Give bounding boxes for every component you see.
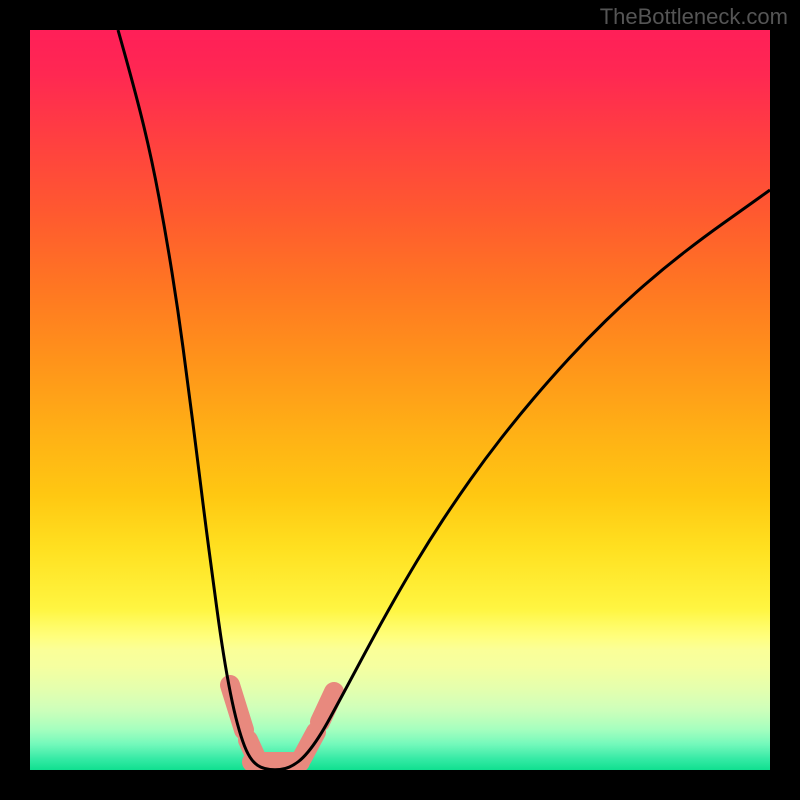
watermark-text: TheBottleneck.com	[600, 4, 788, 30]
chart-container: TheBottleneck.com	[0, 0, 800, 800]
plot-area	[30, 30, 770, 770]
bottleneck-curve-chart	[0, 0, 800, 800]
bright-band	[30, 610, 770, 770]
